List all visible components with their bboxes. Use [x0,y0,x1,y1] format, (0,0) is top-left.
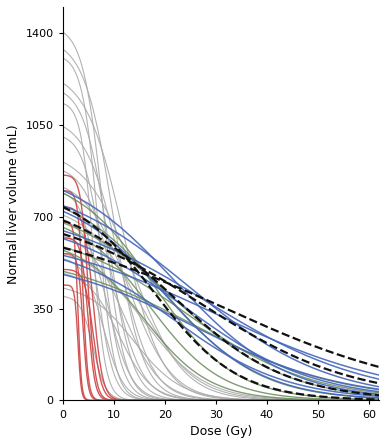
X-axis label: Dose (Gy): Dose (Gy) [190,425,252,438]
Y-axis label: Normal liver volume (mL): Normal liver volume (mL) [7,124,20,283]
